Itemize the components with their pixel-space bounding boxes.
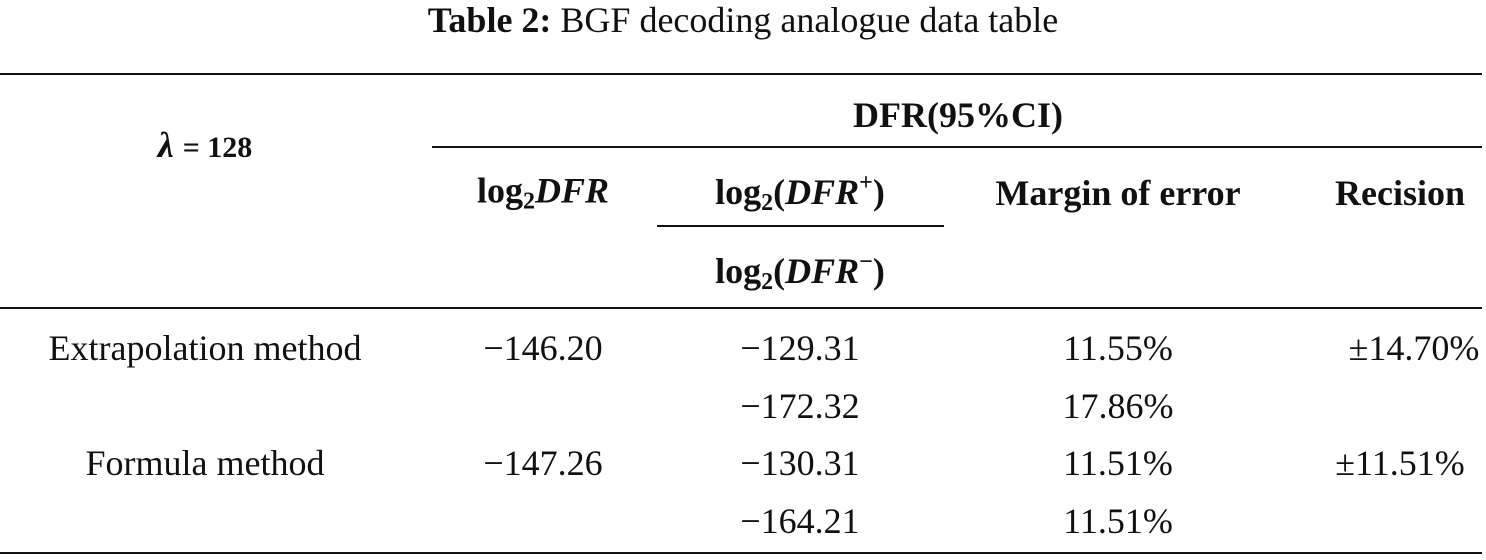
col2-top-header: log2(DFR+): [715, 171, 885, 215]
sign: −: [859, 249, 873, 275]
paren: ): [872, 251, 885, 291]
var: DFR: [785, 172, 860, 212]
base: 2: [761, 190, 774, 216]
fn: log: [715, 251, 762, 291]
paren: (: [773, 172, 786, 212]
fraction-rule: [657, 225, 944, 227]
base: 2: [522, 188, 535, 215]
method: Extrapolation method: [48, 328, 362, 368]
sign: +: [859, 170, 873, 196]
margin: 17.86%: [1062, 386, 1174, 426]
method: Formula method: [85, 443, 325, 483]
lambda-symbol: λ: [157, 125, 174, 165]
group-header: DFR(95%CI): [853, 95, 1063, 135]
log2dfr: −146.20: [483, 328, 603, 368]
lambda-value: = 128: [182, 131, 253, 164]
recision: ±14.70%: [1348, 328, 1480, 368]
margin: 11.51%: [1063, 501, 1173, 541]
fn: log: [476, 170, 523, 211]
recision: ±11.51%: [1335, 443, 1465, 483]
var: DFR: [785, 251, 860, 291]
margin: 11.55%: [1063, 328, 1173, 368]
fn: log: [715, 172, 762, 212]
margin: 11.51%: [1063, 443, 1173, 483]
var: DFR: [534, 170, 610, 211]
caption-text: BGF decoding analogue data table: [560, 0, 1059, 40]
col1-header: log2DFR: [477, 173, 609, 214]
paren: (: [773, 251, 786, 291]
col4-header: Recision: [1335, 173, 1465, 213]
col3-header: Margin of error: [995, 173, 1241, 213]
bound: −164.21: [740, 501, 860, 541]
group-rule: [432, 146, 1482, 148]
lambda-header: λ = 128: [158, 127, 253, 163]
mid-rule: [0, 307, 1482, 309]
top-rule: [0, 73, 1482, 75]
paren: ): [872, 172, 885, 212]
bound: −130.31: [740, 443, 860, 483]
bound: −172.32: [740, 386, 860, 426]
bottom-rule: [0, 552, 1482, 554]
caption-label: Table 2:: [427, 0, 552, 40]
col2-bottom-header: log2(DFR−): [715, 250, 885, 294]
bound: −129.31: [740, 328, 860, 368]
log2dfr: −147.26: [483, 443, 603, 483]
caption: Table 2: BGF decoding analogue data tabl…: [428, 2, 1059, 38]
base: 2: [761, 269, 774, 295]
